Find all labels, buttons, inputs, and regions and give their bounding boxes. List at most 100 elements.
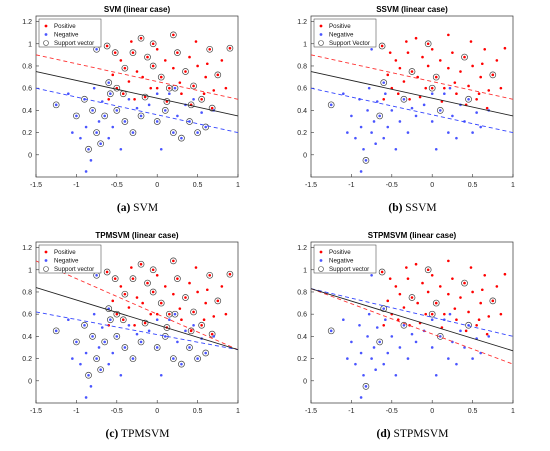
support-vector-marker	[93, 129, 100, 136]
positive-point	[491, 73, 495, 77]
chart-title: SVM (linear case)	[104, 5, 171, 14]
x-tick-label: -1.5	[305, 408, 317, 415]
support-vector-marker	[408, 294, 416, 301]
positive-point	[480, 62, 484, 66]
support-vector-marker	[214, 297, 222, 305]
positive-point	[485, 332, 489, 336]
positive-point	[123, 66, 127, 70]
negative-point	[447, 131, 450, 134]
positive-point	[467, 84, 470, 88]
support-vector-marker	[194, 129, 201, 136]
negative-point	[438, 335, 442, 338]
negative-point	[75, 340, 78, 344]
y-tick-label: 1.2	[297, 19, 307, 26]
x-tick-label: -0.5	[386, 182, 398, 189]
y-tick-label: 0.8	[297, 289, 307, 296]
support-vector-marker	[137, 260, 145, 268]
positive-point	[205, 288, 209, 292]
negative-point	[99, 142, 102, 145]
negative-point	[168, 318, 171, 322]
negative-point	[394, 373, 398, 377]
negative-point	[95, 48, 98, 51]
positive-point	[485, 106, 489, 110]
positive-point	[143, 321, 147, 325]
negative-point	[131, 131, 135, 134]
support-vector-marker	[400, 95, 408, 103]
decision-boundary-line	[36, 287, 238, 351]
legend	[313, 18, 377, 48]
scatter-plot: TPMSVM (linear case) -1.5 -1 -0.5 0 0.5 1 0 0.2 0…	[22, 231, 240, 415]
figure-caption: (a) SVM	[0, 202, 275, 214]
negative-point	[359, 170, 363, 173]
figure-caption: (b) SSVM	[275, 202, 550, 214]
positive-point	[434, 301, 438, 305]
support-vector-marker	[202, 349, 210, 357]
negative-point	[83, 323, 86, 327]
negative-point	[346, 357, 349, 360]
negative-point	[95, 131, 98, 134]
positive-point	[204, 75, 207, 79]
positive-point	[121, 92, 125, 96]
support-vector-marker	[73, 112, 80, 120]
x-tick-label: 0	[430, 408, 434, 415]
positive-point	[483, 48, 487, 51]
panel-stpmsvm: STPMSVM (linear case) -1.5 -1 -0.5 0 0.5 1 0 0.2…	[275, 226, 550, 451]
support-vector-marker	[380, 79, 388, 86]
x-tick-label: 1	[511, 408, 515, 415]
support-vector-marker	[121, 344, 129, 351]
plot-content	[36, 257, 238, 399]
legend-label: Support Vector	[329, 40, 370, 47]
negative-point	[430, 120, 434, 123]
positive-point	[105, 270, 109, 274]
positive-point	[491, 299, 495, 303]
y-tick-label: 0	[28, 378, 32, 385]
negative-point	[406, 131, 410, 134]
x-tick-label: 0.5	[193, 408, 203, 415]
negative-point	[372, 120, 376, 123]
negative-point	[384, 318, 387, 322]
positive-point	[503, 272, 507, 276]
y-tick-label: 0.2	[22, 130, 32, 137]
positive-point	[210, 332, 214, 336]
legend-label: Negative	[329, 32, 354, 39]
positive-point	[451, 51, 454, 54]
support-vector-marker	[380, 305, 388, 312]
negative-point	[99, 368, 102, 371]
support-vector-marker	[111, 275, 119, 282]
negative-point	[172, 357, 175, 360]
support-vector-marker	[170, 257, 177, 265]
x-tick-label: -1.5	[30, 408, 42, 415]
negative-point	[196, 357, 199, 360]
negative-point	[398, 120, 402, 123]
negative-point	[398, 346, 402, 349]
support-vector-marker	[163, 324, 171, 331]
negative-point	[329, 103, 333, 107]
negative-point	[463, 346, 466, 349]
negative-point	[79, 362, 82, 366]
positive-point	[135, 296, 139, 299]
negative-point	[163, 335, 167, 338]
y-tick-label: 0.2	[297, 130, 307, 137]
support-vector-marker	[206, 271, 214, 279]
positive-point	[212, 89, 216, 92]
negative-point	[370, 274, 373, 277]
panel-tpmsvm: TPMSVM (linear case) -1.5 -1 -0.5 0 0.5 1 0 0.2 0…	[0, 226, 275, 451]
support-vector-marker	[226, 44, 234, 52]
support-vector-marker	[190, 82, 197, 90]
positive-point	[176, 277, 179, 280]
support-vector-marker	[376, 112, 384, 120]
x-tick-label: -0.5	[111, 182, 123, 189]
positive-point	[184, 296, 187, 299]
support-vector-marker	[141, 93, 149, 101]
positive-point	[499, 86, 503, 90]
legend-marker	[44, 259, 48, 262]
positive-point	[410, 70, 414, 73]
positive-point	[443, 86, 446, 90]
support-vector-marker	[121, 64, 129, 72]
scatter-plot: SVM (linear case) -1.5 -1 -0.5 0 0.5 1 0 0.2 0.4 0…	[22, 5, 240, 189]
x-tick-label: 0.5	[468, 182, 478, 189]
negative-point	[430, 318, 434, 322]
negative-point	[370, 48, 373, 51]
negative-point	[173, 312, 177, 316]
legend	[313, 244, 377, 274]
